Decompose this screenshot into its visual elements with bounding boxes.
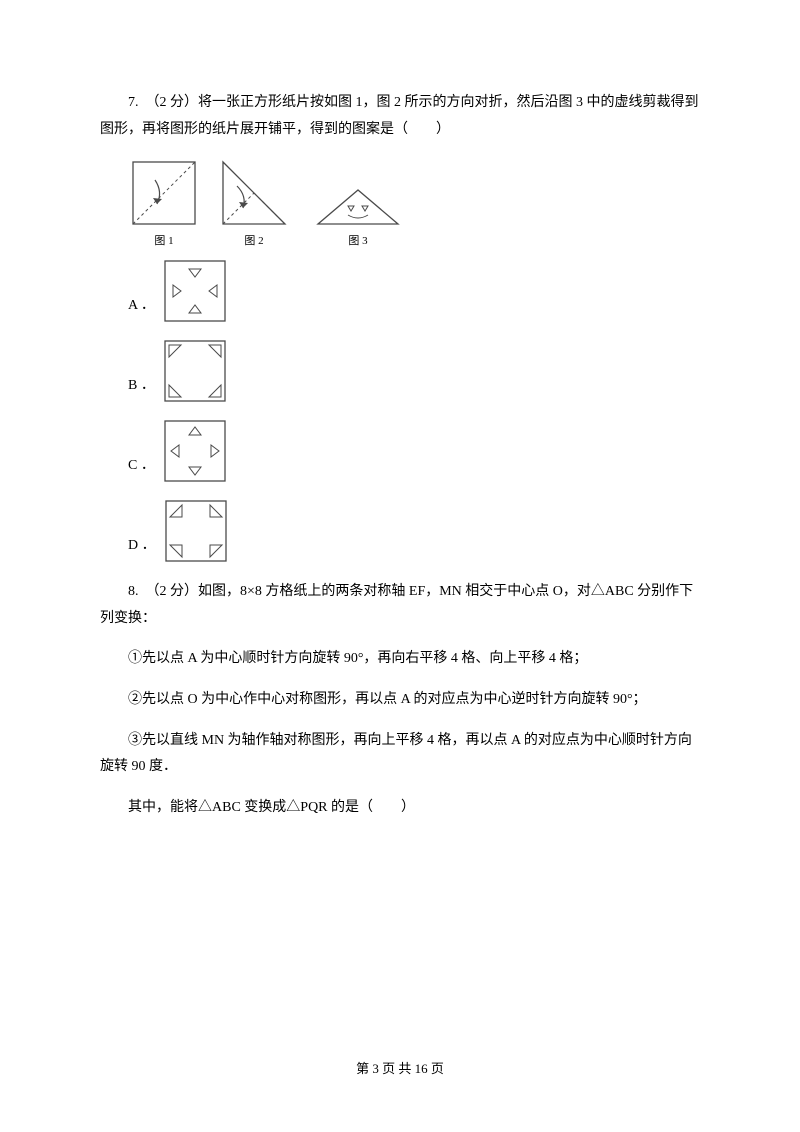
- option-a-figure: [163, 259, 227, 323]
- q8-step3: ③先以直线 MN 为轴作轴对称图形，再向上平移 4 格，再以点 A 的对应点为中…: [100, 728, 700, 781]
- option-c-figure: [163, 419, 227, 483]
- q8-step1: ①先以点 A 为中心顺时针方向旋转 90°，再向右平移 4 格、向上平移 4 格…: [100, 646, 700, 673]
- option-d-figure: [164, 499, 228, 563]
- q7-text: 7. （2 分）将一张正方形纸片按如图 1，图 2 所示的方向对折，然后沿图 3…: [100, 90, 700, 143]
- q7-option-b: B ．: [128, 339, 700, 403]
- fig1-label: 图 1: [154, 234, 173, 247]
- page-footer: 第 3 页 共 16 页: [0, 1057, 800, 1082]
- q8-step2: ②先以点 O 为中心作中心对称图形，再以点 A 的对应点为中心逆时针方向旋转 9…: [100, 687, 700, 714]
- option-b-figure: [163, 339, 227, 403]
- option-c-label: C ．: [128, 453, 155, 484]
- page-content: 7. （2 分）将一张正方形纸片按如图 1，图 2 所示的方向对折，然后沿图 3…: [0, 0, 800, 821]
- option-a-label: A ．: [128, 293, 155, 324]
- q7-option-a: A ．: [128, 259, 700, 323]
- option-d-label: D ．: [128, 533, 156, 564]
- fig3-label: 图 3: [348, 234, 368, 247]
- q7-option-c: C ．: [128, 419, 700, 483]
- q7-fold-figures: 图 1 图 2 图 3: [128, 157, 700, 247]
- fig2-label: 图 2: [244, 234, 263, 247]
- option-b-label: B ．: [128, 373, 155, 404]
- fold-figures-svg: 图 1 图 2 图 3: [128, 157, 418, 247]
- q7-option-d: D ．: [128, 499, 700, 563]
- q8-final: 其中，能将△ABC 变换成△PQR 的是（ ）: [100, 795, 700, 822]
- q8-intro: 8. （2 分）如图，8×8 方格纸上的两条对称轴 EF，MN 相交于中心点 O…: [100, 579, 700, 632]
